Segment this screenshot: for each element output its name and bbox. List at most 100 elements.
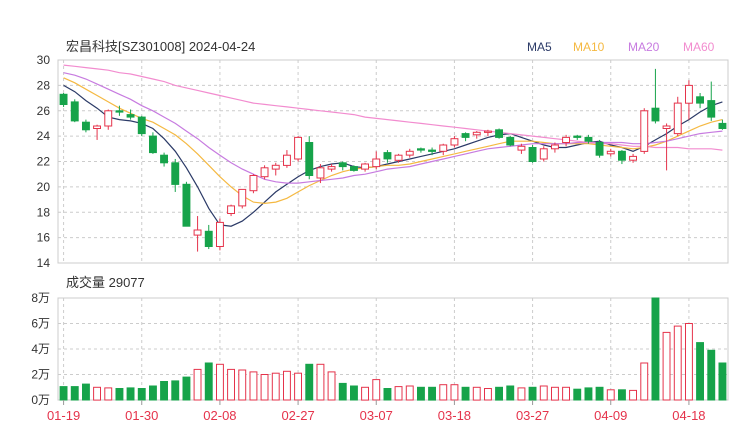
price-tick-label: 30	[37, 53, 51, 67]
candle	[450, 136, 459, 148]
candle	[506, 136, 515, 147]
volume-bar	[227, 368, 236, 401]
candle-body	[305, 142, 314, 176]
volume-bar	[539, 385, 548, 401]
candle	[606, 148, 615, 157]
candle	[294, 136, 303, 162]
candle-body	[450, 138, 459, 146]
candle	[662, 123, 671, 171]
price-tick-label: 16	[37, 231, 51, 245]
candle-body	[472, 131, 481, 136]
price-tick-label: 26	[37, 104, 51, 118]
volume-bar	[160, 381, 169, 401]
candles	[59, 68, 727, 252]
volume-tick-label: 2万	[31, 368, 50, 382]
candle-body	[193, 229, 202, 236]
candle-body	[294, 136, 303, 160]
volume-bar	[171, 380, 180, 401]
candle-body	[662, 125, 671, 129]
volume-title: 成交量 29077	[66, 275, 145, 290]
candle-body	[573, 135, 582, 138]
volume-bars	[59, 297, 727, 401]
volume-bar	[405, 385, 414, 401]
candle	[405, 148, 414, 158]
candle-body	[528, 147, 537, 162]
candle	[562, 134, 570, 147]
volume-bar	[461, 386, 470, 401]
candle	[439, 143, 448, 156]
candle	[327, 164, 336, 172]
candle-body	[137, 116, 146, 135]
volume-bar	[327, 371, 336, 401]
candle-body	[506, 136, 515, 146]
volume-bar	[204, 362, 213, 401]
volume-grid	[57, 297, 729, 401]
candle	[126, 109, 135, 120]
candle	[260, 165, 269, 180]
candle-body	[126, 114, 135, 118]
candle	[539, 146, 548, 162]
candle-body	[149, 135, 157, 154]
candle	[283, 150, 291, 168]
candle	[618, 150, 626, 165]
candle-body	[249, 175, 258, 192]
candle	[70, 99, 79, 123]
date-tick-label: 04-18	[672, 408, 705, 423]
candle-body	[227, 205, 236, 214]
candle	[573, 134, 582, 140]
volume-bar	[271, 372, 280, 401]
ma-legend: MA5 MA10 MA20 MA60	[527, 40, 715, 54]
volume-bar	[260, 374, 269, 401]
candle-body	[104, 110, 113, 127]
candle	[528, 145, 537, 163]
candle-body	[651, 107, 660, 122]
volume-bar	[115, 388, 124, 401]
volume-bar	[249, 371, 258, 401]
candle	[484, 129, 492, 137]
candle	[249, 174, 258, 194]
volume-bar	[651, 297, 660, 401]
candle	[338, 161, 347, 171]
candle-body	[70, 101, 79, 122]
candle-body	[160, 154, 169, 164]
price-tick-label: 22	[37, 155, 51, 169]
candle-body	[517, 145, 526, 151]
price-tick-label: 24	[37, 129, 51, 143]
volume-bar	[517, 387, 526, 401]
candle	[216, 218, 224, 251]
volume-bar	[305, 363, 314, 401]
candle-body	[216, 221, 224, 247]
candle-body	[595, 142, 604, 156]
volume-tick-label: 6万	[31, 317, 50, 331]
candle	[707, 81, 716, 121]
candle-body	[640, 110, 649, 152]
volume-bar	[606, 389, 615, 401]
date-axis: 01-19 01-30 02-08 02-27 03-07 03-18 03-27 04-09…	[47, 400, 706, 423]
volume-tick-label: 4万	[31, 342, 50, 356]
volume-bar	[562, 386, 570, 401]
volume-bar	[417, 386, 425, 401]
candle	[149, 132, 157, 154]
volume-bar	[294, 372, 303, 401]
candle-body	[417, 148, 425, 151]
volume-bar	[428, 386, 437, 401]
candle-body	[461, 133, 470, 138]
volume-bar	[70, 386, 79, 401]
volume-bar	[372, 379, 381, 401]
volume-bar	[316, 363, 325, 401]
ma-lines	[63, 64, 723, 227]
ma-line-ma60	[63, 64, 723, 151]
candle-body	[260, 167, 269, 178]
candle-body	[673, 102, 682, 135]
candle	[629, 153, 637, 163]
volume-frame	[57, 297, 729, 401]
candle-body	[93, 125, 101, 129]
volume-bar	[338, 382, 347, 401]
candle-body	[361, 163, 370, 170]
price-axis: 30 28 26 24 22 20 18 16 14	[37, 53, 51, 270]
volume-bar	[137, 388, 146, 401]
candle-body	[539, 148, 548, 160]
legend-ma20: MA20	[628, 40, 660, 54]
volume-bar	[506, 385, 515, 401]
